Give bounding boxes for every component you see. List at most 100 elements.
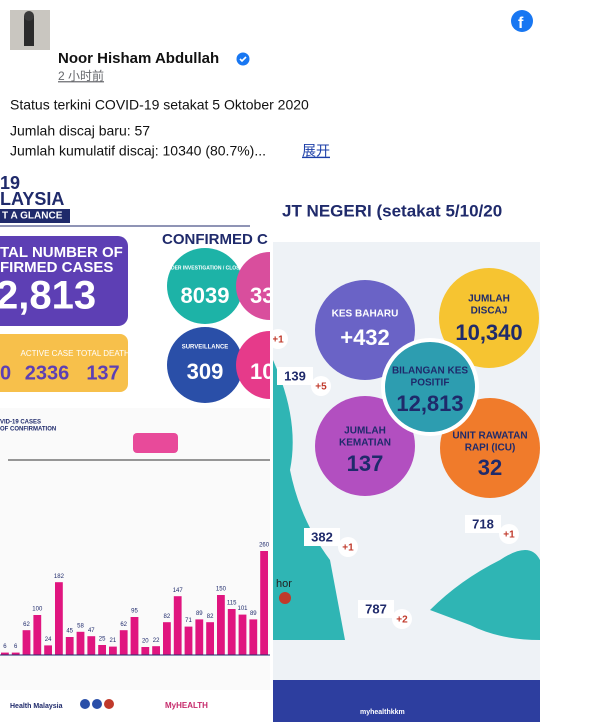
bar	[22, 630, 31, 655]
state-new: +1	[503, 530, 515, 541]
new-circle	[315, 280, 415, 380]
bar	[152, 646, 160, 655]
heading: T A GLANCE	[2, 211, 63, 222]
map-land	[430, 550, 540, 640]
post-line: Jumlah discaj baru: 57	[10, 123, 150, 139]
label: BILANGAN KES	[392, 366, 468, 377]
facebook-f: f	[518, 15, 524, 32]
bar	[260, 551, 268, 655]
title: JT NEGERI (setakat 5/10/20	[282, 201, 502, 220]
bar	[33, 615, 42, 655]
bar	[206, 622, 214, 655]
mco-note	[133, 433, 178, 453]
bar-label: 260	[259, 543, 270, 549]
label: RAPI (ICU)	[465, 443, 516, 454]
bar-label: 47	[88, 628, 95, 634]
bar-label: 21	[110, 638, 117, 644]
sri-value: 33	[250, 283, 274, 308]
facebook-logo[interactable]	[511, 10, 533, 32]
state-badge	[311, 376, 331, 396]
state-new: +1	[342, 543, 354, 554]
state-box	[277, 367, 313, 385]
author[interactable]: Noor Hisham Abdullah	[58, 50, 219, 67]
sri-circle	[236, 252, 270, 320]
place: hor	[276, 578, 292, 590]
value: 137	[347, 451, 384, 476]
title-bg	[273, 172, 540, 242]
chart-title: VID-19 CASES	[0, 420, 41, 426]
icu-circle	[440, 398, 540, 498]
value: 32	[478, 455, 502, 480]
bar-label: 58	[77, 623, 84, 629]
bar-label: 115	[227, 601, 237, 607]
state-total: 718	[472, 516, 494, 531]
bar-label: 24	[45, 637, 52, 643]
post-line: Jumlah kumulatif discaj: 10340 (80.7%)..…	[10, 143, 266, 159]
label: KES BAHARU	[332, 309, 399, 320]
total-value: 2,813	[0, 274, 96, 318]
bar	[11, 652, 20, 655]
bar-label: 82	[164, 614, 171, 620]
bar	[195, 619, 204, 655]
bar	[173, 596, 182, 655]
label: JUMLAH	[468, 294, 510, 305]
bar	[119, 630, 128, 655]
bar-label: 22	[153, 638, 160, 644]
state-box	[465, 515, 501, 533]
social-icon	[104, 699, 114, 709]
death-circle	[315, 396, 415, 496]
state-badge	[499, 524, 519, 544]
bar	[249, 619, 258, 655]
avatar-head	[24, 11, 34, 21]
bar	[55, 582, 63, 655]
label: DISCAJ	[471, 306, 508, 317]
glance-bg	[0, 209, 70, 223]
confirmed-heading: CONFIRMED C	[162, 231, 268, 248]
chart-title: OF CONFIRMATION	[0, 427, 56, 433]
states: 139 +5 382 +1 787 +2 718 +1	[277, 367, 519, 629]
footer-text: Health Malaysia	[10, 703, 63, 710]
footer-bg	[0, 690, 270, 722]
positive-circle	[381, 338, 479, 436]
bar-label: 45	[66, 629, 73, 635]
bar	[76, 631, 85, 655]
bar-label: 89	[250, 611, 257, 617]
social-icon	[92, 699, 102, 709]
strip-label: ACTIVE CASE	[21, 349, 74, 358]
total-label: TAL NUMBER OF	[0, 244, 123, 261]
bar	[87, 636, 96, 655]
state-box	[304, 528, 340, 546]
bar	[217, 595, 225, 655]
other-value: 10	[250, 359, 274, 384]
verified-check	[239, 56, 247, 63]
state-badge	[392, 609, 412, 629]
state-total: 139	[284, 368, 306, 383]
value: +432	[340, 325, 390, 350]
state-total: 787	[365, 601, 387, 616]
right-image[interactable]: JT NEGERI (setakat 5/10/20 myhealthkkm K…	[268, 172, 540, 722]
bar	[44, 645, 52, 655]
bar-label: 62	[23, 622, 30, 628]
state-box	[358, 600, 394, 618]
strip-value: 2336	[25, 362, 70, 384]
state-new: +2	[396, 615, 408, 626]
map-land	[273, 360, 345, 640]
avatar-figure	[24, 16, 34, 46]
bar-label: 101	[237, 606, 248, 612]
bar-label: 150	[216, 587, 227, 593]
strip-label: TOTAL DEATH	[76, 349, 130, 358]
see-more[interactable]: 展开	[302, 143, 330, 159]
post-time[interactable]: 2 小时前	[58, 68, 104, 83]
surv-label: SURVEILLANCE	[182, 345, 229, 351]
strip	[0, 334, 128, 392]
bar-label: 147	[173, 588, 184, 594]
bar-label: 82	[207, 614, 214, 620]
bar	[163, 622, 171, 655]
left-image[interactable]: 19 LAYSIA T A GLANCE TAL NUMBER OF FIRME…	[0, 172, 304, 722]
bar-label: 89	[196, 611, 203, 617]
strip-value: 137	[86, 362, 119, 384]
footer-bg	[273, 680, 540, 722]
label: UNIT RAWATAN	[452, 431, 527, 442]
